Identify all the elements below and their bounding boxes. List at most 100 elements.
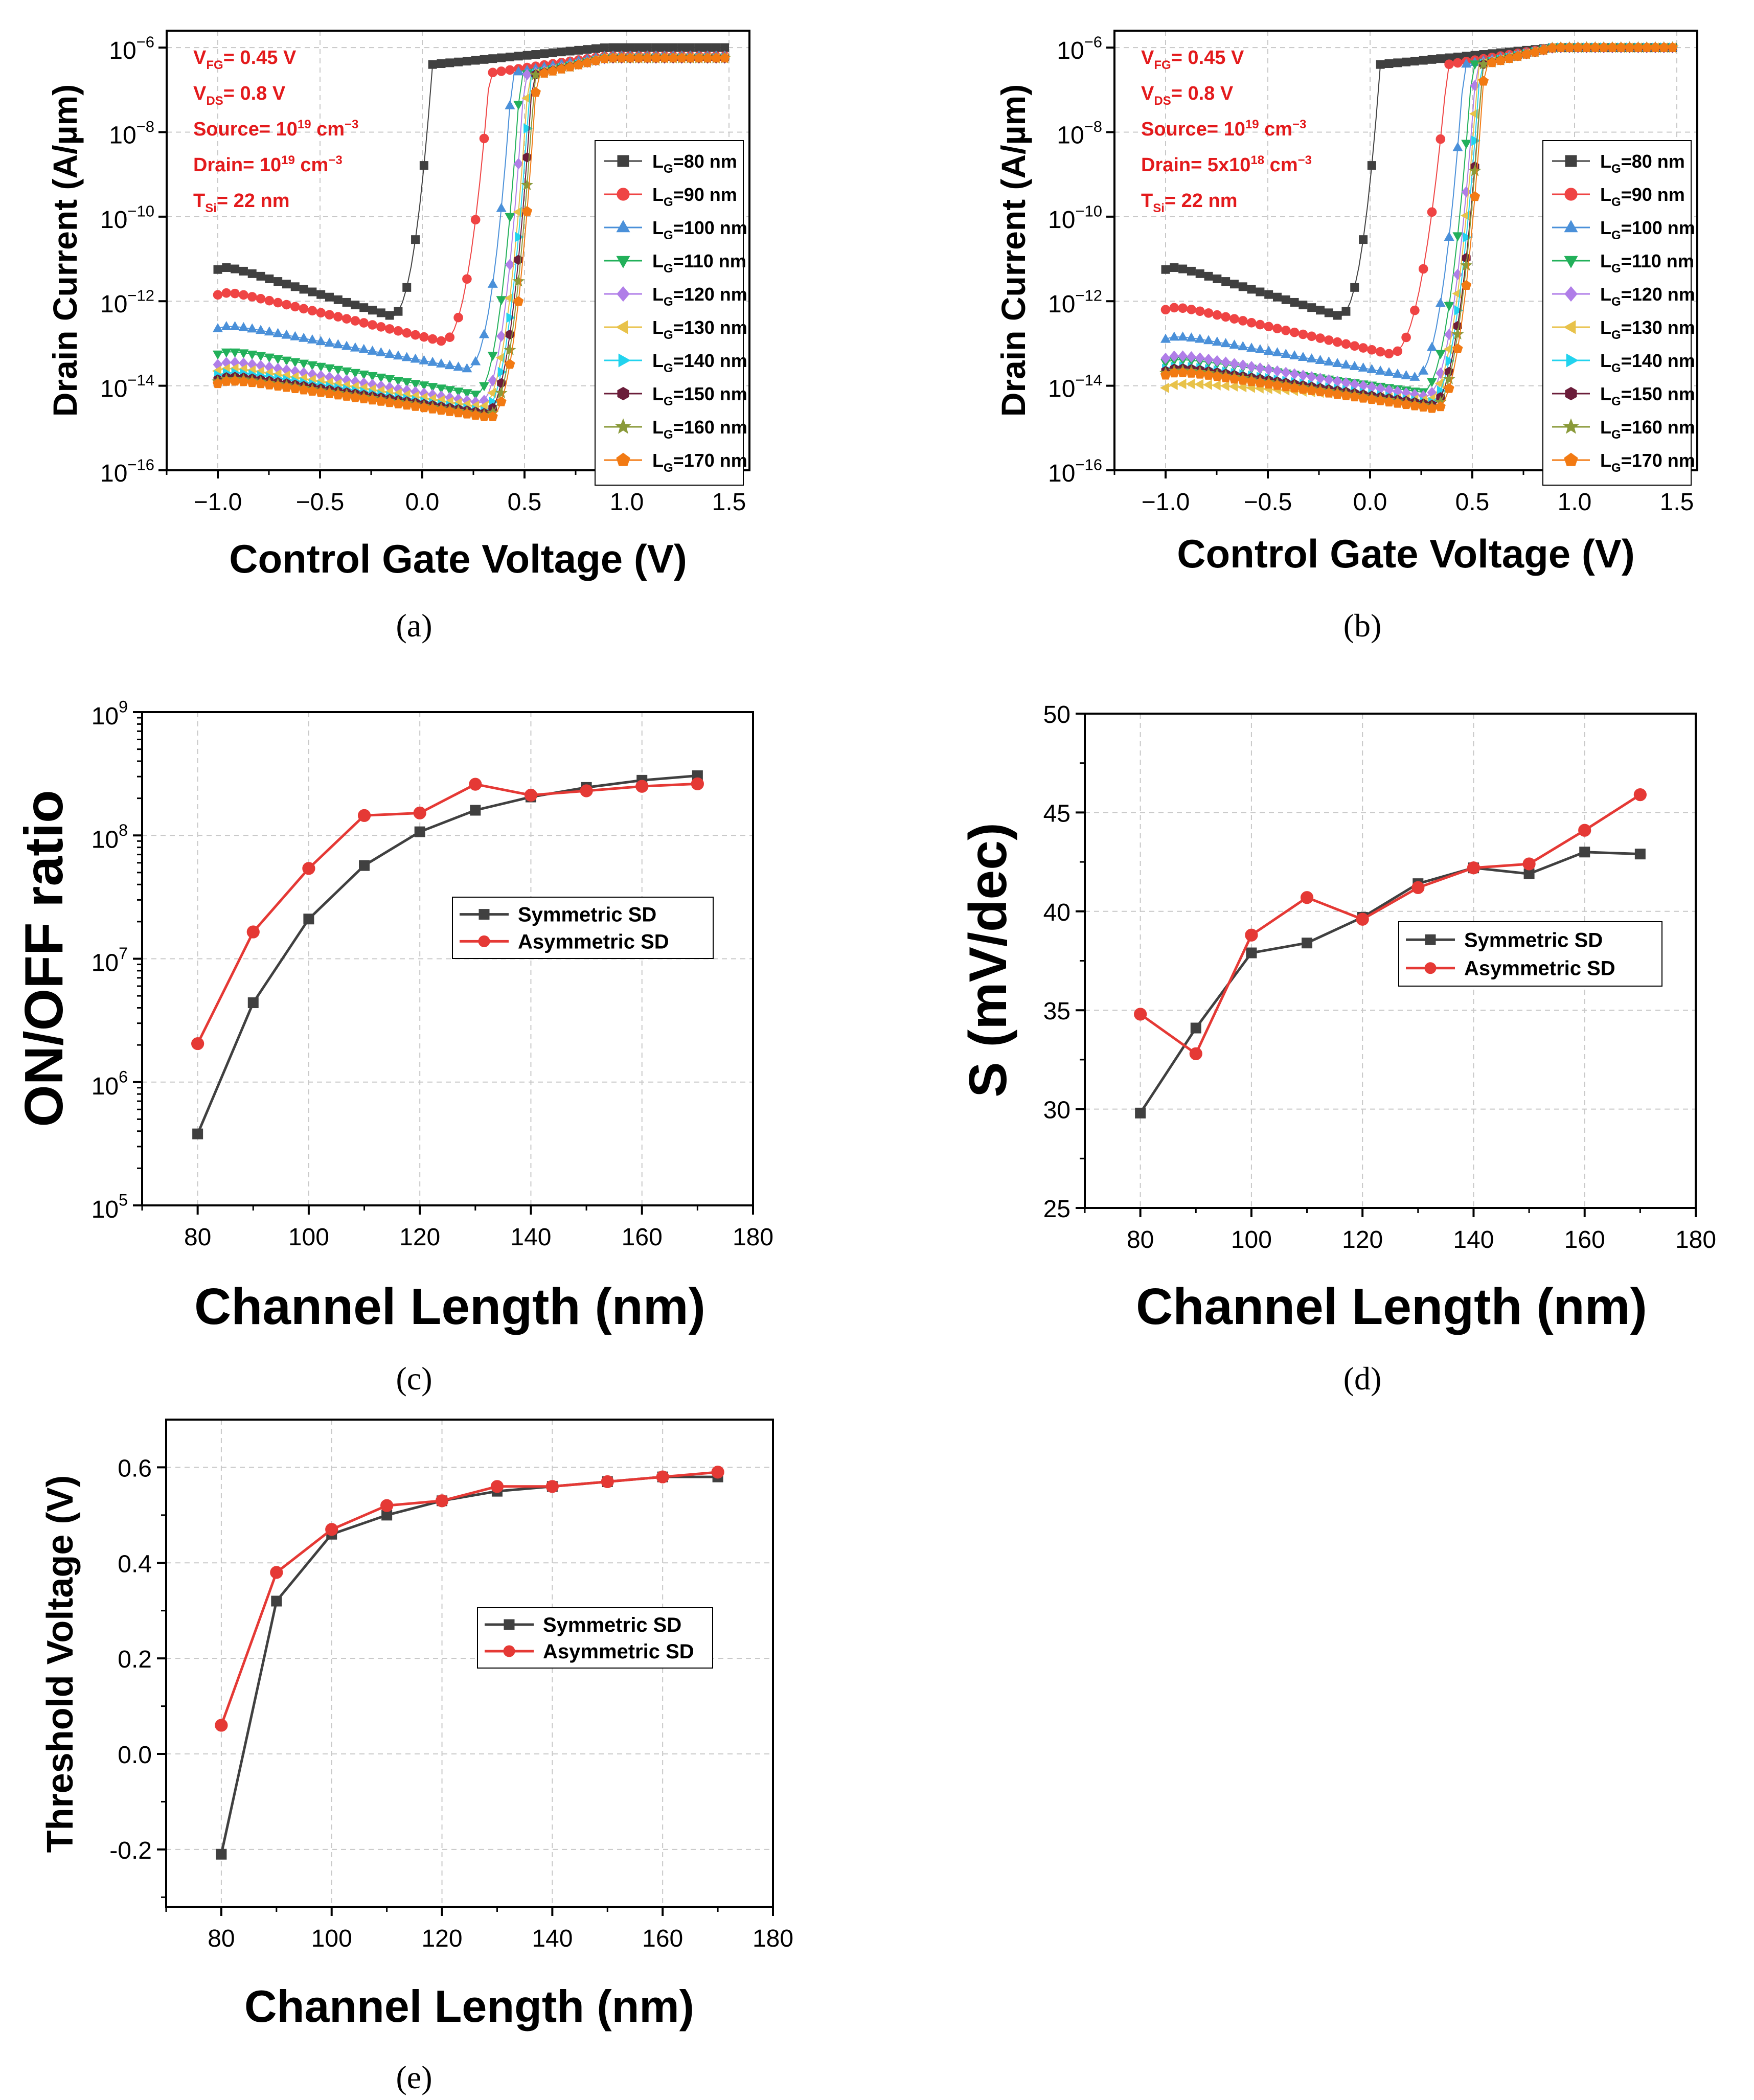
panel-b-data-point bbox=[1220, 372, 1231, 382]
panel-a-data-point bbox=[479, 133, 489, 144]
panel-b-y-tick-label: 10−8 bbox=[1057, 118, 1102, 149]
panel-b-data-point bbox=[1255, 344, 1265, 353]
panel-b-data-point bbox=[1178, 350, 1188, 362]
panel-b-data-point bbox=[1469, 164, 1482, 176]
panel-b-y-tick-label: 10−6 bbox=[1057, 33, 1102, 65]
panel-a-data-point bbox=[212, 350, 223, 360]
panel-b-data-point bbox=[1272, 347, 1283, 356]
panel-d-data-point bbox=[1522, 857, 1536, 871]
panel-d-data-point bbox=[1246, 947, 1257, 958]
panel-b-data-point bbox=[1401, 332, 1411, 343]
panel-b-data-point bbox=[1324, 335, 1334, 345]
panel-e-marks bbox=[215, 1466, 724, 1860]
panel-b-data-point bbox=[1238, 341, 1248, 351]
panel-b-data-point bbox=[1246, 317, 1257, 328]
panel-a-data-point bbox=[255, 325, 266, 334]
panel-b-data-point bbox=[1195, 333, 1205, 343]
panel-a-data-point bbox=[402, 283, 412, 292]
panel-a-data-point bbox=[505, 213, 515, 222]
panel-e-data-point bbox=[601, 1475, 614, 1489]
panel-b-data-point bbox=[1324, 356, 1334, 366]
panel-d-legend-marker bbox=[1425, 934, 1436, 945]
panel-b-data-point bbox=[1272, 380, 1283, 390]
panel-a-data-point bbox=[504, 292, 514, 304]
panel-a-data-point bbox=[410, 380, 421, 390]
panel-b-legend-marker bbox=[1564, 452, 1578, 466]
panel-a-data-point bbox=[324, 388, 335, 398]
panel-b-x-tick-label: 1.5 bbox=[1660, 489, 1694, 516]
panel-b-data-point bbox=[1221, 312, 1231, 322]
panel-b-data-point bbox=[1186, 351, 1196, 363]
panel-a-data-point bbox=[238, 376, 249, 386]
panel-b-legend-marker bbox=[1565, 155, 1577, 167]
panel-b-data-point bbox=[1452, 232, 1463, 242]
panel-a-data-point bbox=[487, 278, 498, 288]
panel-b-data-point bbox=[1427, 207, 1437, 217]
panel-e-y-tick-label: -0.2 bbox=[109, 1837, 152, 1864]
panel-b-data-point bbox=[1367, 345, 1377, 355]
panel-a-data-point bbox=[247, 350, 258, 360]
panel-a-data-point bbox=[488, 54, 497, 63]
panel-b-data-point bbox=[1297, 352, 1308, 361]
panel-a-caption: (a) bbox=[396, 607, 432, 644]
panel-a-data-point bbox=[376, 322, 386, 332]
panel-c-data-point bbox=[302, 862, 315, 875]
panel-a-x-axis-label: Control Gate Voltage (V) bbox=[229, 536, 687, 581]
panel-a-data-point bbox=[401, 400, 412, 410]
panel-b-data-point bbox=[1315, 333, 1325, 343]
panel-a-data-point bbox=[411, 330, 420, 340]
panel-b-annotations: VFG= 0.45 V VDS= 0.8 V Source= 1019 cm−3 Dr… bbox=[1141, 47, 1312, 215]
panel-b-legend-label: LG=90 nm bbox=[1600, 184, 1685, 209]
panel-c: 80 100 120 140 160 180 109 108 107 106 105 Channe… bbox=[14, 698, 773, 1397]
panel-a-data-point bbox=[419, 381, 429, 391]
panel-d-x-tick-label: 100 bbox=[1231, 1226, 1272, 1253]
panel-b-data-point bbox=[1443, 344, 1453, 354]
panel-b-data-point bbox=[1401, 399, 1411, 409]
panel-a-data-point bbox=[351, 301, 360, 310]
panel-d-data-point bbox=[1190, 1022, 1201, 1034]
panel-a-legend-item: LG=90 nm bbox=[604, 184, 737, 209]
panel-a-data-point bbox=[496, 202, 507, 212]
panel-d-x-tick-label: 140 bbox=[1453, 1226, 1494, 1253]
panel-a-data-point bbox=[427, 334, 438, 344]
panel-c-series-asymmetric bbox=[191, 777, 704, 1051]
panel-b-data-point bbox=[1272, 324, 1282, 333]
panel-a-x-tick-label: 1.5 bbox=[712, 489, 746, 516]
panel-e-legend: Symmetric SD Asymmetric SD bbox=[477, 1607, 713, 1669]
panel-b-data-point bbox=[1340, 359, 1351, 369]
panel-c-x-tick-label: 120 bbox=[399, 1224, 440, 1251]
panel-b-data-point bbox=[1221, 277, 1231, 286]
panel-a-data-point bbox=[384, 397, 395, 407]
panel-a-data-point bbox=[427, 383, 438, 393]
panel-e-data-point bbox=[215, 1719, 228, 1732]
panel-a-data-point bbox=[471, 56, 480, 65]
panel-c-x-axis-label: Channel Length (nm) bbox=[194, 1278, 705, 1335]
panel-b-data-point bbox=[1340, 390, 1352, 400]
panel-a-legend-label: LG=110 nm bbox=[652, 250, 746, 276]
panel-c-x-tick-label: 180 bbox=[733, 1224, 773, 1251]
panel-c-x-tick-label: 100 bbox=[288, 1224, 329, 1251]
panel-a-data-point bbox=[394, 307, 403, 316]
panel-a-data-point bbox=[506, 312, 516, 323]
panel-b-annotation: Drain= 5x1018 cm−3 bbox=[1141, 153, 1312, 176]
panel-b-data-point bbox=[1256, 287, 1265, 296]
panel-a-data-point bbox=[368, 306, 377, 315]
panel-d-data-point bbox=[1302, 938, 1313, 949]
panel-c-y-ticks: 109 108 107 106 105 bbox=[92, 698, 142, 1223]
panel-b-data-point bbox=[1454, 305, 1464, 316]
panel-b-data-point bbox=[1444, 232, 1454, 241]
panel-b-data-point bbox=[1418, 401, 1429, 412]
panel-a-legend-label: LG=170 nm bbox=[652, 450, 747, 475]
panel-b-x-tick-label: 1.0 bbox=[1558, 489, 1592, 516]
panel-a-data-point bbox=[315, 336, 326, 346]
panel-a-data-point bbox=[222, 263, 231, 272]
panel-b-data-point bbox=[1203, 335, 1214, 345]
panel-a-data-point bbox=[308, 287, 317, 296]
panel-b-legend-item: LG=110 nm bbox=[1552, 250, 1694, 276]
panel-b-data-point bbox=[1376, 60, 1385, 69]
panel-b-data-point bbox=[1667, 42, 1678, 52]
panel-a-data-point bbox=[384, 324, 395, 334]
panel-a-data-point bbox=[427, 356, 438, 366]
panel-b-data-point bbox=[1461, 210, 1470, 221]
panel-b-data-point bbox=[1297, 383, 1308, 394]
